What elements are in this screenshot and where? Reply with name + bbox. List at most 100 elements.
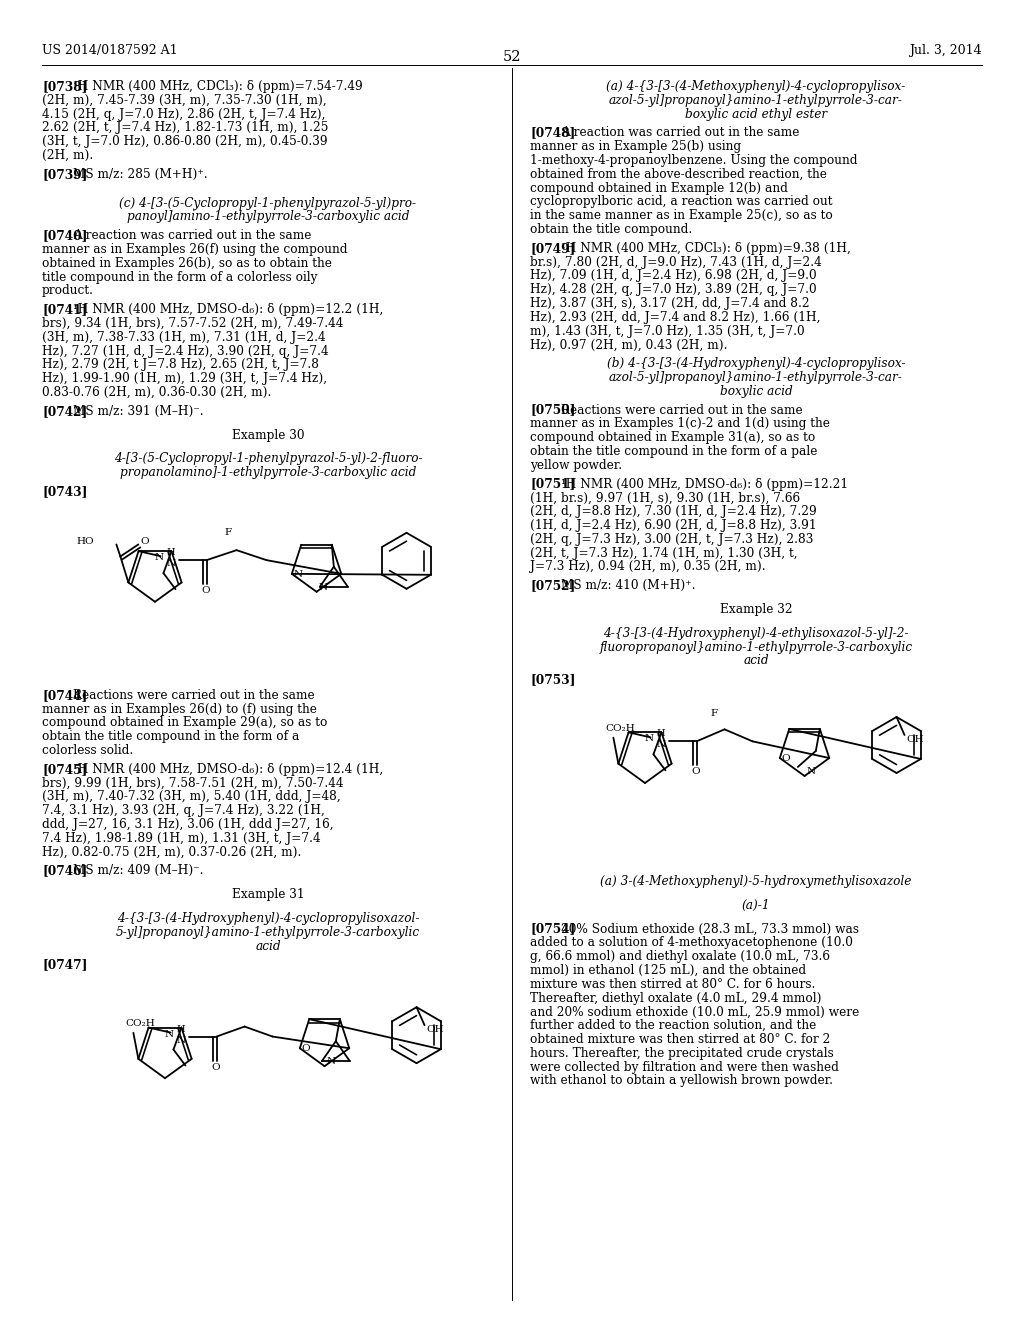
- Text: [0754]: [0754]: [530, 923, 575, 936]
- Text: g, 66.6 mmol) and diethyl oxalate (10.0 mL, 73.6: g, 66.6 mmol) and diethyl oxalate (10.0 …: [530, 950, 830, 964]
- Text: N: N: [294, 570, 303, 579]
- Text: cyclopropylboric acid, a reaction was carried out: cyclopropylboric acid, a reaction was ca…: [530, 195, 833, 209]
- Text: A reaction was carried out in the same: A reaction was carried out in the same: [561, 127, 800, 140]
- Text: 4-[3-(5-Cyclopropyl-1-phenylpyrazol-5-yl)-2-fluoro-: 4-[3-(5-Cyclopropyl-1-phenylpyrazol-5-yl…: [114, 453, 422, 466]
- Text: [0739]: [0739]: [42, 168, 87, 181]
- Text: N: N: [327, 1057, 336, 1067]
- Text: J=7.3 Hz), 0.94 (2H, m), 0.35 (2H, m).: J=7.3 Hz), 0.94 (2H, m), 0.35 (2H, m).: [530, 561, 766, 573]
- Text: A reaction was carried out in the same: A reaction was carried out in the same: [73, 230, 311, 242]
- Text: 4-{3-[3-(4-Hydroxyphenyl)-4-cyclopropylisoxazol-: 4-{3-[3-(4-Hydroxyphenyl)-4-cyclopropyli…: [117, 912, 419, 925]
- Text: MS m/z: 409 (M–H)⁻.: MS m/z: 409 (M–H)⁻.: [73, 865, 204, 878]
- Text: Hz), 0.97 (2H, m), 0.43 (2H, m).: Hz), 0.97 (2H, m), 0.43 (2H, m).: [530, 338, 727, 351]
- Text: manner as in Examples 1(c)-2 and 1(d) using the: manner as in Examples 1(c)-2 and 1(d) us…: [530, 417, 829, 430]
- Text: [0746]: [0746]: [42, 865, 87, 878]
- Text: product.: product.: [42, 284, 94, 297]
- Text: 7.4, 3.1 Hz), 3.93 (2H, q, J=7.4 Hz), 3.22 (1H,: 7.4, 3.1 Hz), 3.93 (2H, q, J=7.4 Hz), 3.…: [42, 804, 325, 817]
- Text: hours. Thereafter, the precipitated crude crystals: hours. Thereafter, the precipitated crud…: [530, 1047, 834, 1060]
- Text: O: O: [202, 586, 210, 595]
- Text: 5-yl]propanoyl}amino-1-ethylpyrrole-3-carboxylic: 5-yl]propanoyl}amino-1-ethylpyrrole-3-ca…: [116, 925, 420, 939]
- Text: Hz), 7.27 (1H, d, J=2.4 Hz), 3.90 (2H, q, J=7.4: Hz), 7.27 (1H, d, J=2.4 Hz), 3.90 (2H, q…: [42, 345, 329, 358]
- Text: (c) 4-[3-(5-Cyclopropyl-1-phenylpyrazol-5-yl)pro-: (c) 4-[3-(5-Cyclopropyl-1-phenylpyrazol-…: [120, 197, 417, 210]
- Text: O: O: [302, 1044, 310, 1053]
- Text: Thereafter, diethyl oxalate (4.0 mL, 29.4 mmol): Thereafter, diethyl oxalate (4.0 mL, 29.…: [530, 991, 821, 1005]
- Text: N: N: [656, 741, 666, 750]
- Text: N: N: [318, 583, 328, 591]
- Text: with ethanol to obtain a yellowish brown powder.: with ethanol to obtain a yellowish brown…: [530, 1074, 833, 1088]
- Text: Example 32: Example 32: [720, 603, 793, 616]
- Text: were collected by filtration and were then washed: were collected by filtration and were th…: [530, 1060, 839, 1073]
- Text: compound obtained in Example 12(b) and: compound obtained in Example 12(b) and: [530, 182, 787, 194]
- Text: Hz), 1.99-1.90 (1H, m), 1.29 (3H, t, J=7.4 Hz),: Hz), 1.99-1.90 (1H, m), 1.29 (3H, t, J=7…: [42, 372, 327, 385]
- Text: brs), 9.34 (1H, brs), 7.57-7.52 (2H, m), 7.49-7.44: brs), 9.34 (1H, brs), 7.57-7.52 (2H, m),…: [42, 317, 343, 330]
- Text: OH: OH: [906, 735, 925, 744]
- Text: in the same manner as in Example 25(c), so as to: in the same manner as in Example 25(c), …: [530, 209, 833, 222]
- Text: boxylic acid: boxylic acid: [720, 385, 793, 397]
- Text: obtain the title compound in the form of a pale: obtain the title compound in the form of…: [530, 445, 817, 458]
- Text: (2H, q, J=7.3 Hz), 3.00 (2H, t, J=7.3 Hz), 2.83: (2H, q, J=7.3 Hz), 3.00 (2H, t, J=7.3 Hz…: [530, 533, 813, 545]
- Text: obtained mixture was then stirred at 80° C. for 2: obtained mixture was then stirred at 80°…: [530, 1034, 830, 1045]
- Text: yellow powder.: yellow powder.: [530, 459, 623, 471]
- Text: [0751]: [0751]: [530, 478, 575, 491]
- Text: (1H, br.s), 9.97 (1H, s), 9.30 (1H, br.s), 7.66: (1H, br.s), 9.97 (1H, s), 9.30 (1H, br.s…: [530, 491, 800, 504]
- Text: and 20% sodium ethoxide (10.0 mL, 25.9 mmol) were: and 20% sodium ethoxide (10.0 mL, 25.9 m…: [530, 1006, 859, 1019]
- Text: US 2014/0187592 A1: US 2014/0187592 A1: [42, 44, 177, 57]
- Text: (a) 3-(4-Methoxyphenyl)-5-hydroxymethylisoxazole: (a) 3-(4-Methoxyphenyl)-5-hydroxymethyli…: [600, 875, 911, 888]
- Text: MS m/z: 285 (M+H)⁺.: MS m/z: 285 (M+H)⁺.: [73, 168, 208, 181]
- Text: (1H, d, J=2.4 Hz), 6.90 (2H, d, J=8.8 Hz), 3.91: (1H, d, J=2.4 Hz), 6.90 (2H, d, J=8.8 Hz…: [530, 519, 816, 532]
- Text: O: O: [212, 1063, 220, 1072]
- Text: N: N: [164, 1030, 173, 1039]
- Text: acid: acid: [255, 940, 281, 953]
- Text: (2H, d, J=8.8 Hz), 7.30 (1H, d, J=2.4 Hz), 7.29: (2H, d, J=8.8 Hz), 7.30 (1H, d, J=2.4 Hz…: [530, 506, 817, 519]
- Text: ¹H NMR (400 MHz, CDCl₃): δ (ppm)=7.54-7.49: ¹H NMR (400 MHz, CDCl₃): δ (ppm)=7.54-7.…: [73, 81, 362, 92]
- Text: MS m/z: 391 (M–H)⁻.: MS m/z: 391 (M–H)⁻.: [73, 405, 204, 418]
- Text: [0743]: [0743]: [42, 484, 87, 498]
- Text: azol-5-yl]propanoyl}amino-1-ethylpyrrole-3-car-: azol-5-yl]propanoyl}amino-1-ethylpyrrole…: [609, 371, 903, 384]
- Text: manner as in Examples 26(d) to (f) using the: manner as in Examples 26(d) to (f) using…: [42, 702, 316, 715]
- Text: brs), 9.99 (1H, brs), 7.58-7.51 (2H, m), 7.50-7.44: brs), 9.99 (1H, brs), 7.58-7.51 (2H, m),…: [42, 776, 343, 789]
- Text: CO₂H: CO₂H: [605, 723, 635, 733]
- Text: [0747]: [0747]: [42, 958, 87, 972]
- Text: 7.4 Hz), 1.98-1.89 (1H, m), 1.31 (3H, t, J=7.4: 7.4 Hz), 1.98-1.89 (1H, m), 1.31 (3H, t,…: [42, 832, 321, 845]
- Text: colorless solid.: colorless solid.: [42, 744, 133, 756]
- Text: (b) 4-{3-[3-(4-Hydroxyphenyl)-4-cyclopropylisox-: (b) 4-{3-[3-(4-Hydroxyphenyl)-4-cyclopro…: [606, 358, 905, 370]
- Text: m), 1.43 (3H, t, J=7.0 Hz), 1.35 (3H, t, J=7.0: m), 1.43 (3H, t, J=7.0 Hz), 1.35 (3H, t,…: [530, 325, 805, 338]
- Text: boxylic acid ethyl ester: boxylic acid ethyl ester: [685, 108, 827, 120]
- Text: 52: 52: [503, 50, 521, 63]
- Text: F: F: [224, 528, 231, 537]
- Text: obtain the title compound in the form of a: obtain the title compound in the form of…: [42, 730, 299, 743]
- Text: HO: HO: [77, 537, 94, 546]
- Text: CO₂H: CO₂H: [125, 1019, 155, 1028]
- Text: O: O: [781, 754, 791, 763]
- Text: N: N: [176, 1036, 185, 1044]
- Text: manner as in Example 25(b) using: manner as in Example 25(b) using: [530, 140, 741, 153]
- Text: [0745]: [0745]: [42, 763, 87, 776]
- Text: OH: OH: [427, 1026, 444, 1034]
- Text: title compound in the form of a colorless oily: title compound in the form of a colorles…: [42, 271, 317, 284]
- Text: manner as in Examples 26(f) using the compound: manner as in Examples 26(f) using the co…: [42, 243, 347, 256]
- Text: further added to the reaction solution, and the: further added to the reaction solution, …: [530, 1019, 816, 1032]
- Text: H: H: [176, 1024, 185, 1034]
- Text: acid: acid: [743, 655, 769, 668]
- Text: (a) 4-{3-[3-(4-Methoxyphenyl)-4-cyclopropylisox-: (a) 4-{3-[3-(4-Methoxyphenyl)-4-cyclopro…: [606, 81, 905, 92]
- Text: 1-methoxy-4-propanoylbenzene. Using the compound: 1-methoxy-4-propanoylbenzene. Using the …: [530, 154, 857, 168]
- Text: [0748]: [0748]: [530, 127, 575, 140]
- Text: obtain the title compound.: obtain the title compound.: [530, 223, 692, 236]
- Text: compound obtained in Example 31(a), so as to: compound obtained in Example 31(a), so a…: [530, 432, 815, 445]
- Text: N: N: [167, 560, 176, 568]
- Text: Example 31: Example 31: [231, 888, 304, 902]
- Text: [0753]: [0753]: [530, 673, 575, 686]
- Text: (3H, t, J=7.0 Hz), 0.86-0.80 (2H, m), 0.45-0.39: (3H, t, J=7.0 Hz), 0.86-0.80 (2H, m), 0.…: [42, 135, 328, 148]
- Text: [0738]: [0738]: [42, 81, 87, 92]
- Text: ¹H NMR (400 MHz, CDCl₃): δ (ppm)=9.38 (1H,: ¹H NMR (400 MHz, CDCl₃): δ (ppm)=9.38 (1…: [561, 242, 851, 255]
- Text: [0742]: [0742]: [42, 405, 87, 418]
- Text: azol-5-yl]propanoyl}amino-1-ethylpyrrole-3-car-: azol-5-yl]propanoyl}amino-1-ethylpyrrole…: [609, 94, 903, 107]
- Text: Reactions were carried out in the same: Reactions were carried out in the same: [73, 689, 314, 702]
- Text: [0752]: [0752]: [530, 579, 575, 593]
- Text: [0744]: [0744]: [42, 689, 87, 702]
- Text: Hz), 3.87 (3H, s), 3.17 (2H, dd, J=7.4 and 8.2: Hz), 3.87 (3H, s), 3.17 (2H, dd, J=7.4 a…: [530, 297, 810, 310]
- Text: 4-{3-[3-(4-Hydroxyphenyl)-4-ethylisoxazol-5-yl]-2-: 4-{3-[3-(4-Hydroxyphenyl)-4-ethylisoxazo…: [603, 627, 909, 640]
- Text: Hz), 2.93 (2H, dd, J=7.4 and 8.2 Hz), 1.66 (1H,: Hz), 2.93 (2H, dd, J=7.4 and 8.2 Hz), 1.…: [530, 310, 820, 323]
- Text: (3H, m), 7.40-7.32 (3H, m), 5.40 (1H, ddd, J=48,: (3H, m), 7.40-7.32 (3H, m), 5.40 (1H, dd…: [42, 791, 341, 804]
- Text: F: F: [711, 709, 718, 718]
- Text: [0749]: [0749]: [530, 242, 575, 255]
